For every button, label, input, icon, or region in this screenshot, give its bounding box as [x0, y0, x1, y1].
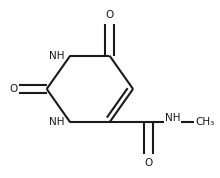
Text: O: O: [105, 10, 114, 20]
Text: O: O: [9, 84, 17, 94]
Text: O: O: [145, 158, 153, 168]
Text: NH: NH: [49, 117, 64, 127]
Text: CH₃: CH₃: [196, 117, 215, 127]
Text: NH: NH: [49, 51, 64, 61]
Text: NH: NH: [165, 113, 180, 123]
